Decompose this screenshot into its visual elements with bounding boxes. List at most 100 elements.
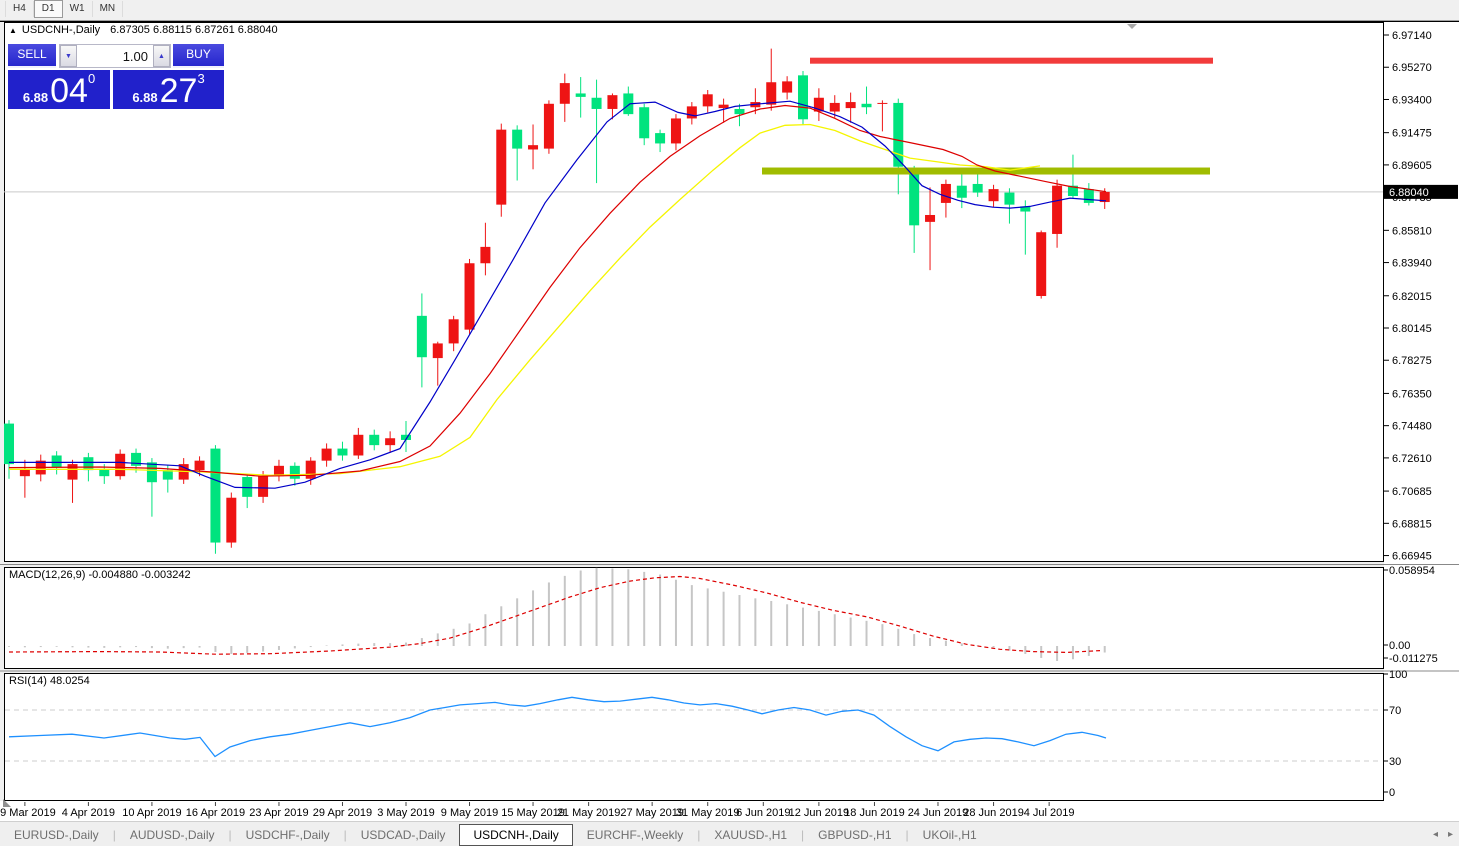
chart-canvas[interactable]: 6.971406.952706.934006.914756.896056.877… (0, 18, 1459, 821)
current-price-box: 6.88040 (1384, 184, 1458, 199)
svg-text:-0.011275: -0.011275 (1389, 653, 1438, 665)
svg-text:0.00: 0.00 (1389, 640, 1410, 652)
tab-scroll-right-button[interactable]: ▸ (1447, 829, 1453, 840)
window-frame (0, 20, 1459, 821)
svg-text:15 May 2019: 15 May 2019 (501, 807, 565, 819)
svg-text:24 Jun 2019: 24 Jun 2019 (908, 807, 969, 819)
svg-text:16 Apr 2019: 16 Apr 2019 (186, 807, 245, 819)
tab-separator: | (697, 827, 701, 842)
symbol-tab-bar: EURUSD-,Daily | AUDUSD-,Daily | USDCHF-,Dail… (0, 821, 1459, 846)
svg-text:12 Jun 2019: 12 Jun 2019 (789, 807, 850, 819)
sell-button[interactable]: SELL (8, 44, 56, 68)
svg-text:9 May 2019: 9 May 2019 (441, 807, 498, 819)
svg-text:3 May 2019: 3 May 2019 (377, 807, 434, 819)
volume-decrease-button[interactable]: ▼ (60, 45, 77, 67)
svg-text:6.68815: 6.68815 (1392, 518, 1432, 530)
buy-price-pip-digit: 3 (197, 71, 205, 86)
svg-text:6.83940: 6.83940 (1392, 258, 1432, 270)
svg-text:4 Jul 2019: 4 Jul 2019 (1024, 807, 1075, 819)
svg-text:100: 100 (1389, 669, 1407, 681)
svg-text:10 Apr 2019: 10 Apr 2019 (122, 807, 181, 819)
tab-usdcnh-daily[interactable]: USDCNH-,Daily (459, 823, 573, 846)
tab-scroll-left-button[interactable]: ◂ (1432, 829, 1438, 840)
tab-xauusd-h1[interactable]: XAUUSD-,H1 (714, 827, 788, 842)
moving-averages (8, 100, 1107, 489)
svg-text:0: 0 (1389, 787, 1395, 799)
svg-text:30: 30 (1389, 756, 1401, 768)
svg-text:6.66945: 6.66945 (1392, 551, 1432, 563)
tab-separator: | (112, 827, 116, 842)
svg-text:6.89605: 6.89605 (1392, 160, 1432, 172)
svg-text:6.82015: 6.82015 (1392, 291, 1432, 303)
buy-price-prefix: 6.88 (132, 90, 158, 105)
one-click-trade-panel: SELL ▼ ▲ BUY 6.88 04 0 6.88 27 3 (6, 44, 226, 110)
timeframe-w1-button[interactable]: W1 (63, 1, 93, 17)
svg-text:6 Jun 2019: 6 Jun 2019 (736, 807, 790, 819)
svg-text:27 May 2019: 27 May 2019 (620, 807, 684, 819)
svg-text:6.97140: 6.97140 (1392, 30, 1432, 42)
axis-corner-grip (3, 799, 11, 807)
svg-text:6.80145: 6.80145 (1392, 323, 1432, 335)
timeframe-mn-button[interactable]: MN (93, 1, 124, 17)
svg-text:6.88040: 6.88040 (1389, 187, 1429, 199)
horizontal-level-lines (762, 57, 1213, 175)
sell-price-prefix: 6.88 (22, 90, 49, 105)
sell-price-big-digits: 04 (50, 72, 88, 110)
svg-text:18 Jun 2019: 18 Jun 2019 (844, 807, 905, 819)
tab-separator: | (228, 827, 232, 842)
rsi-line (8, 696, 1107, 758)
timeframe-d1-button[interactable]: D1 (33, 0, 63, 18)
chart-title: ▲ USDCNH-,Daily 6.87305 6.88115 6.87261 6.… (9, 24, 278, 36)
macd-indicator-label: MACD(12,26,9) -0.004880 -0.003242 (9, 569, 191, 581)
collapse-icon[interactable]: ▲ (9, 26, 17, 35)
sell-price-display[interactable]: 6.88 04 0 (8, 70, 110, 109)
svg-text:70: 70 (1389, 705, 1401, 717)
svg-text:29 Mar 2019: 29 Mar 2019 (0, 807, 56, 819)
tab-separator: | (801, 827, 805, 842)
svg-text:31 May 2019: 31 May 2019 (676, 807, 740, 819)
svg-text:6.70685: 6.70685 (1392, 486, 1432, 498)
tab-ukoil-h1[interactable]: UKOil-,H1 (922, 827, 977, 842)
svg-text:6.74480: 6.74480 (1392, 421, 1432, 433)
chart-shift-marker-icon (1127, 24, 1137, 29)
volume-box: ▼ ▲ (59, 44, 171, 68)
svg-text:0.058954: 0.058954 (1389, 565, 1435, 577)
svg-text:28 Jun 2019: 28 Jun 2019 (963, 807, 1024, 819)
timeframe-toolbar: H4 D1 W1 MN (0, 0, 1459, 18)
tab-separator: | (343, 827, 347, 842)
svg-text:6.78275: 6.78275 (1392, 355, 1432, 367)
chart-area: 6.971406.952706.934006.914756.896056.877… (0, 18, 1459, 821)
sell-price-pip-digit: 0 (87, 71, 96, 86)
price-axis: 6.971406.952706.934006.914756.896056.877… (1384, 30, 1432, 563)
tab-usdcad-daily[interactable]: USDCAD-,Daily (360, 827, 446, 842)
svg-text:6.91475: 6.91475 (1392, 128, 1432, 140)
volume-increase-button[interactable]: ▲ (153, 45, 170, 67)
rsi-axis: 100 70 30 0 (1384, 669, 1407, 799)
tab-audusd-daily[interactable]: AUDUSD-,Daily (129, 827, 215, 842)
tab-gbpusd-h1[interactable]: GBPUSD-,H1 (818, 827, 892, 842)
tab-usdchf-daily[interactable]: USDCHF-,Daily (245, 827, 330, 842)
tab-eurusd-daily[interactable]: EURUSD-,Daily (14, 827, 99, 842)
timeframe-h4-button[interactable]: H4 (5, 1, 34, 17)
svg-text:6.85810: 6.85810 (1392, 225, 1432, 237)
ohlc-values: 6.87305 6.88115 6.87261 6.88040 (110, 24, 278, 36)
tab-separator: | (905, 827, 909, 842)
volume-input[interactable] (77, 45, 153, 67)
svg-text:4 Apr 2019: 4 Apr 2019 (62, 807, 115, 819)
svg-text:29 Apr 2019: 29 Apr 2019 (313, 807, 372, 819)
svg-text:23 Apr 2019: 23 Apr 2019 (249, 807, 308, 819)
svg-text:21 May 2019: 21 May 2019 (557, 807, 621, 819)
macd-signal-line (8, 575, 1101, 655)
buy-button[interactable]: BUY (173, 44, 224, 68)
symbol-period-label: USDCNH-,Daily (21, 24, 101, 36)
svg-text:6.76350: 6.76350 (1392, 388, 1432, 400)
buy-price-big-digits: 27 (159, 72, 198, 110)
buy-price-display[interactable]: 6.88 27 3 (113, 70, 224, 109)
rsi-indicator-label: RSI(14) 48.0254 (9, 675, 90, 687)
svg-text:6.93400: 6.93400 (1392, 94, 1432, 106)
svg-text:6.72610: 6.72610 (1392, 453, 1432, 465)
tab-eurchf-weekly[interactable]: EURCHF-,Weekly (586, 827, 684, 842)
macd-axis: 0.058954 0.00-0.011275 (1384, 565, 1438, 665)
svg-text:6.95270: 6.95270 (1392, 62, 1432, 74)
rsi-levels (5, 709, 1382, 762)
